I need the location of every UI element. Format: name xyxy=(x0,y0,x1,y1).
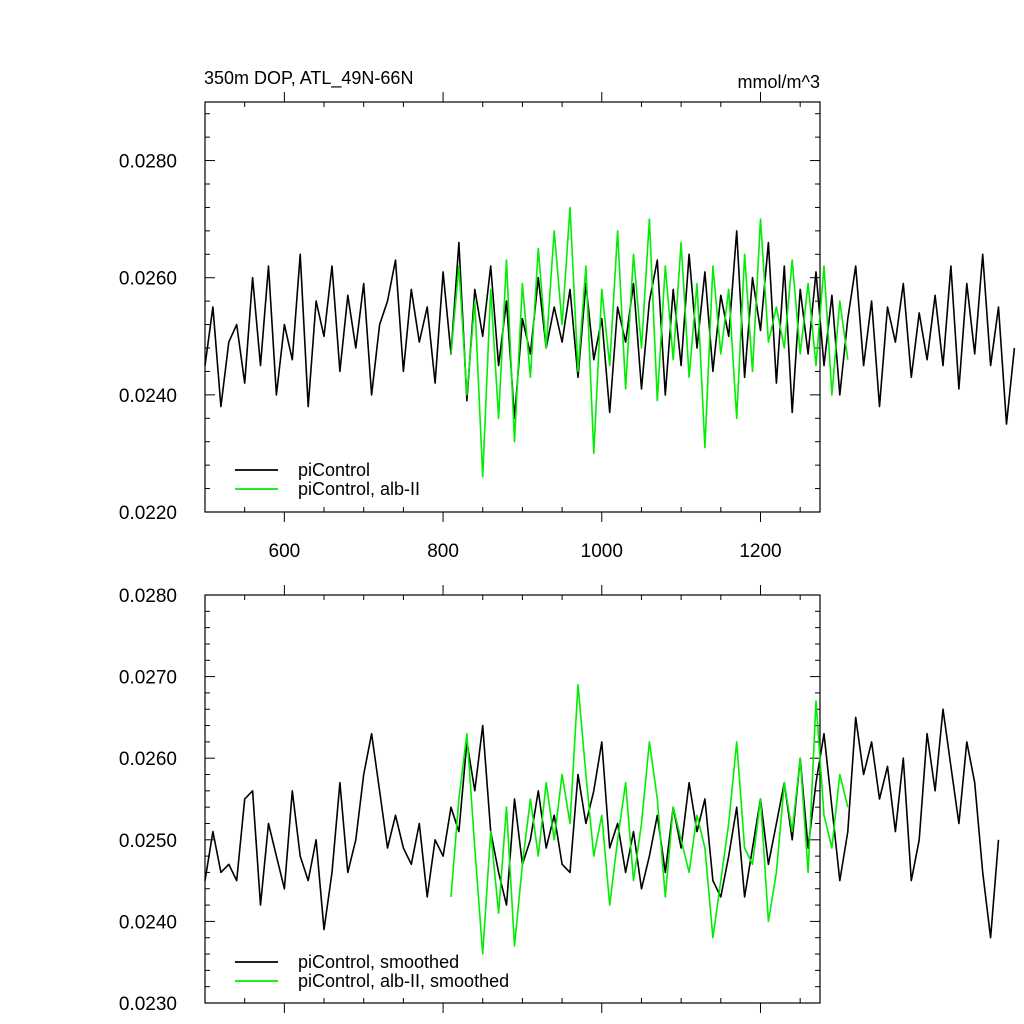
y-tick-label: 0.0240 xyxy=(119,386,177,407)
series-line-picontrol-alb-ii-smoothed xyxy=(450,683,849,955)
x-tick-label: 1000 xyxy=(581,541,623,562)
y-tick-label: 0.0250 xyxy=(119,831,177,852)
plot-title-left: 350m DOP, ATL_49N-66N xyxy=(204,68,413,89)
y-tick-label: 0.0240 xyxy=(119,912,177,933)
y-tick-label: 0.0280 xyxy=(119,586,177,607)
legend-label: piControl xyxy=(298,460,370,480)
legend-label: piControl, smoothed xyxy=(298,952,459,972)
x-tick-label: 1200 xyxy=(739,541,781,562)
y-tick-label: 0.0260 xyxy=(119,269,177,290)
bottom-panel: 0.0230 0.0240 0.0250 0.0260 0.0270 0.0280 piCo… xyxy=(119,585,1000,1015)
plot-frame xyxy=(204,101,821,513)
legend-label: piControl, alb-II xyxy=(298,479,420,499)
x-tick-label: 800 xyxy=(427,541,459,562)
series-line-picontrol-alb-ii xyxy=(450,206,849,478)
series-line-picontrol xyxy=(204,230,1016,425)
y-tick-label: 0.0270 xyxy=(119,668,177,689)
y-tick-label: 0.0260 xyxy=(119,749,177,770)
legend-label: piControl, alb-II, smoothed xyxy=(298,971,509,991)
top-panel: 600 800 1000 1200 0.0220 0.0240 0.0260 0.0280 pi… xyxy=(119,92,1016,562)
series-line-picontrol-smoothed xyxy=(204,708,1000,939)
plot-frame xyxy=(204,594,821,1004)
y-tick-label: 0.0280 xyxy=(119,152,177,173)
plot-title-right: mmol/m^3 xyxy=(738,72,820,92)
y-tick-label: 0.0230 xyxy=(119,994,177,1015)
x-tick-label: 600 xyxy=(269,541,301,562)
y-tick-label: 0.0220 xyxy=(119,503,177,524)
